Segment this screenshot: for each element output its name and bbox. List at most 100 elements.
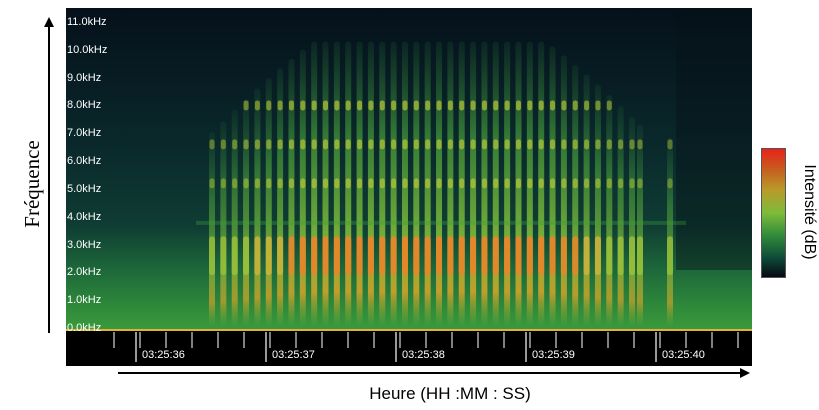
syllable-core bbox=[254, 236, 261, 276]
harmonic-spot bbox=[447, 178, 453, 189]
harmonic-spot bbox=[572, 139, 578, 150]
harmonic-spot bbox=[584, 178, 590, 189]
harmonic-spot bbox=[357, 139, 363, 150]
syllable-core bbox=[220, 236, 227, 276]
harmonic-spot bbox=[311, 139, 317, 150]
y-tick-label: 2.0kHz bbox=[67, 266, 102, 279]
y-tick-label: 11.0kHz bbox=[67, 16, 107, 28]
harmonic-spot bbox=[572, 100, 578, 111]
syllable-core bbox=[265, 236, 272, 276]
x-tick-label: 03:25:39 bbox=[532, 349, 575, 361]
harmonic-spot bbox=[209, 178, 215, 189]
syllable-core bbox=[288, 236, 295, 276]
y-tick-label: 9.0kHz bbox=[67, 71, 102, 84]
harmonic-spot bbox=[277, 100, 283, 111]
harmonic-spot bbox=[618, 139, 624, 150]
syllable-core bbox=[637, 236, 643, 276]
y-tick-label: 10.0kHz bbox=[67, 43, 108, 56]
harmonic-spot bbox=[425, 139, 431, 150]
harmonic-spot bbox=[515, 100, 521, 111]
y-tick-label: 5.0kHz bbox=[67, 182, 102, 195]
harmonic-spot bbox=[527, 139, 533, 150]
harmonic-spot bbox=[334, 139, 340, 150]
harmonic-spot bbox=[538, 100, 544, 111]
harmonic-spot bbox=[345, 178, 351, 189]
harmonic-spot bbox=[357, 178, 363, 189]
harmonic-spot bbox=[584, 139, 590, 150]
harmonic-spot bbox=[595, 178, 601, 189]
harmonic-spot bbox=[379, 178, 385, 189]
y-tick-label: 3.0kHz bbox=[67, 238, 102, 251]
syllable-core bbox=[379, 236, 386, 276]
harmonic-spot bbox=[637, 139, 643, 150]
harmonic-spot bbox=[595, 100, 601, 111]
y-tick-label: 6.0kHz bbox=[67, 155, 102, 168]
intensity-colorbar bbox=[761, 148, 786, 278]
harmonic-spot bbox=[561, 178, 567, 189]
harmonic-spot bbox=[254, 100, 260, 111]
harmonic-spot bbox=[266, 100, 272, 111]
syllable-column bbox=[667, 137, 673, 326]
harmonic-spot bbox=[481, 178, 487, 189]
syllable-core bbox=[549, 236, 556, 276]
harmonic-spot bbox=[436, 139, 442, 150]
time-axis-bar bbox=[66, 332, 752, 366]
harmonic-spot bbox=[288, 100, 294, 111]
harmonic-spot bbox=[402, 100, 408, 111]
harmonic-spot bbox=[266, 178, 272, 189]
syllable-core bbox=[526, 236, 533, 276]
harmonic-spot bbox=[334, 178, 340, 189]
syllable-core bbox=[629, 236, 635, 276]
harmonic-spot bbox=[527, 100, 533, 111]
syllable-core bbox=[515, 236, 522, 276]
syllable-core bbox=[209, 236, 215, 276]
harmonic-spot bbox=[447, 139, 453, 150]
syllable-column bbox=[209, 131, 215, 326]
x-tick-label: 03:25:36 bbox=[142, 349, 185, 361]
syllable-core bbox=[606, 236, 613, 276]
harmonic-spot bbox=[637, 178, 643, 189]
harmonic-spot bbox=[550, 139, 556, 150]
harmonic-spot bbox=[425, 178, 431, 189]
harmonic-spot bbox=[266, 139, 272, 150]
syllable-core bbox=[504, 236, 511, 276]
harmonic-spot bbox=[254, 178, 260, 189]
x-tick-label: 03:25:38 bbox=[402, 349, 445, 361]
y-tick-label: 0.0kHz bbox=[67, 322, 102, 334]
harmonic-spot bbox=[243, 178, 249, 189]
harmonic-spot bbox=[504, 139, 510, 150]
x-tick-label: 03:25:40 bbox=[662, 349, 705, 361]
harmonic-spot bbox=[209, 139, 215, 150]
syllable-core bbox=[345, 236, 352, 276]
syllable-core bbox=[436, 236, 443, 276]
harmonic-spot bbox=[618, 178, 624, 189]
harmonic-spot bbox=[572, 178, 578, 189]
harmonic-spot bbox=[493, 178, 499, 189]
syllable-core bbox=[458, 236, 465, 276]
harmonic-spot bbox=[368, 178, 374, 189]
y-tick-label: 8.0kHz bbox=[67, 99, 102, 112]
harmonic-spot bbox=[629, 178, 635, 189]
syllable-core bbox=[424, 236, 431, 276]
harmonic-spot bbox=[413, 139, 419, 150]
harmonic-spot bbox=[323, 178, 329, 189]
harmonic-spot bbox=[447, 100, 453, 111]
syllable-core bbox=[667, 236, 673, 276]
syllable-core bbox=[470, 236, 477, 276]
harmonic-spot bbox=[527, 178, 533, 189]
harmonic-spot bbox=[368, 100, 374, 111]
harmonic-spot bbox=[436, 178, 442, 189]
harmonic-spot bbox=[606, 178, 612, 189]
harmonic-spot bbox=[493, 100, 499, 111]
harmonic-spot bbox=[300, 178, 306, 189]
harmonic-spot bbox=[515, 139, 521, 150]
syllable-core bbox=[299, 236, 306, 276]
syllable-core bbox=[401, 236, 408, 276]
harmonic-spot bbox=[391, 139, 397, 150]
harmonic-spot bbox=[550, 178, 556, 189]
syllable-core bbox=[277, 236, 284, 276]
harmonic-spot bbox=[470, 139, 476, 150]
harmonic-spot bbox=[606, 100, 612, 111]
y-tick-label: 4.0kHz bbox=[67, 210, 102, 223]
